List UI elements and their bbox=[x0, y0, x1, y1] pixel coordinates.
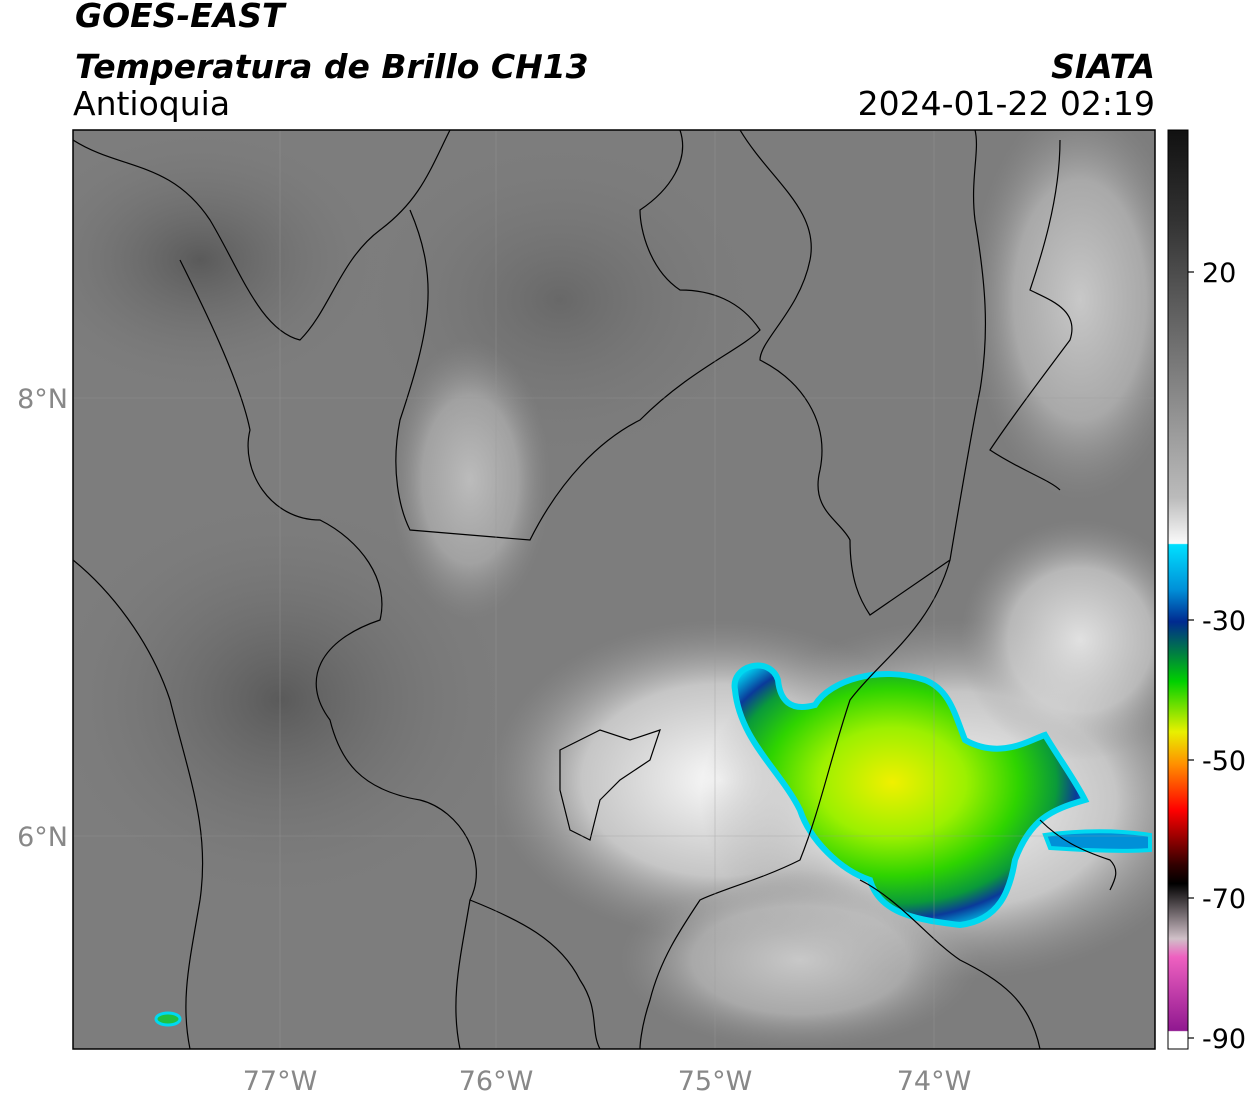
region: Antioquia bbox=[73, 84, 230, 123]
colorbar-label: -30 bbox=[1202, 606, 1246, 637]
border bbox=[1039, 819, 1117, 891]
cloud-band bbox=[1042, 829, 1152, 853]
border bbox=[395, 130, 761, 541]
cloud bbox=[960, 520, 1155, 760]
map-image bbox=[73, 130, 1155, 1049]
border bbox=[639, 559, 951, 1049]
lon-label: 75°W bbox=[678, 1066, 753, 1097]
lon-label: 77°W bbox=[243, 1066, 318, 1097]
colorbar-label: -70 bbox=[1202, 884, 1246, 915]
border bbox=[469, 899, 601, 1049]
borders bbox=[73, 130, 1117, 1049]
map-frame bbox=[72, 129, 1156, 1050]
subtitle: Temperatura de Brillo CH13 bbox=[75, 47, 589, 86]
lat-label: 8°N bbox=[17, 384, 68, 415]
border bbox=[559, 729, 661, 841]
border bbox=[989, 139, 1073, 491]
coastline bbox=[73, 559, 204, 1049]
colorbar-ticks bbox=[1188, 271, 1194, 1039]
border bbox=[179, 259, 477, 1049]
cloud bbox=[390, 340, 550, 620]
small-cloud bbox=[154, 1011, 182, 1027]
shade bbox=[73, 500, 510, 900]
title: GOES-EAST bbox=[75, 0, 287, 35]
storm-cloud bbox=[731, 662, 1090, 929]
colorbar-label: 20 bbox=[1202, 258, 1236, 289]
graticule bbox=[73, 130, 1155, 1049]
border bbox=[739, 130, 987, 616]
datetime: 2024-01-22 02:19 bbox=[858, 84, 1155, 123]
coastline bbox=[73, 130, 451, 341]
colorbar bbox=[1167, 129, 1189, 1050]
lat-label: 6°N bbox=[17, 822, 68, 853]
shade bbox=[73, 130, 380, 390]
cloud bbox=[620, 870, 980, 1049]
source: SIATA bbox=[1051, 47, 1155, 86]
colorbar-label: -50 bbox=[1202, 746, 1246, 777]
colorbar-label: -90 bbox=[1202, 1024, 1246, 1055]
lon-label: 76°W bbox=[459, 1066, 534, 1097]
lon-label: 74°W bbox=[897, 1066, 972, 1097]
cloud bbox=[970, 130, 1155, 500]
border bbox=[859, 879, 1041, 1049]
